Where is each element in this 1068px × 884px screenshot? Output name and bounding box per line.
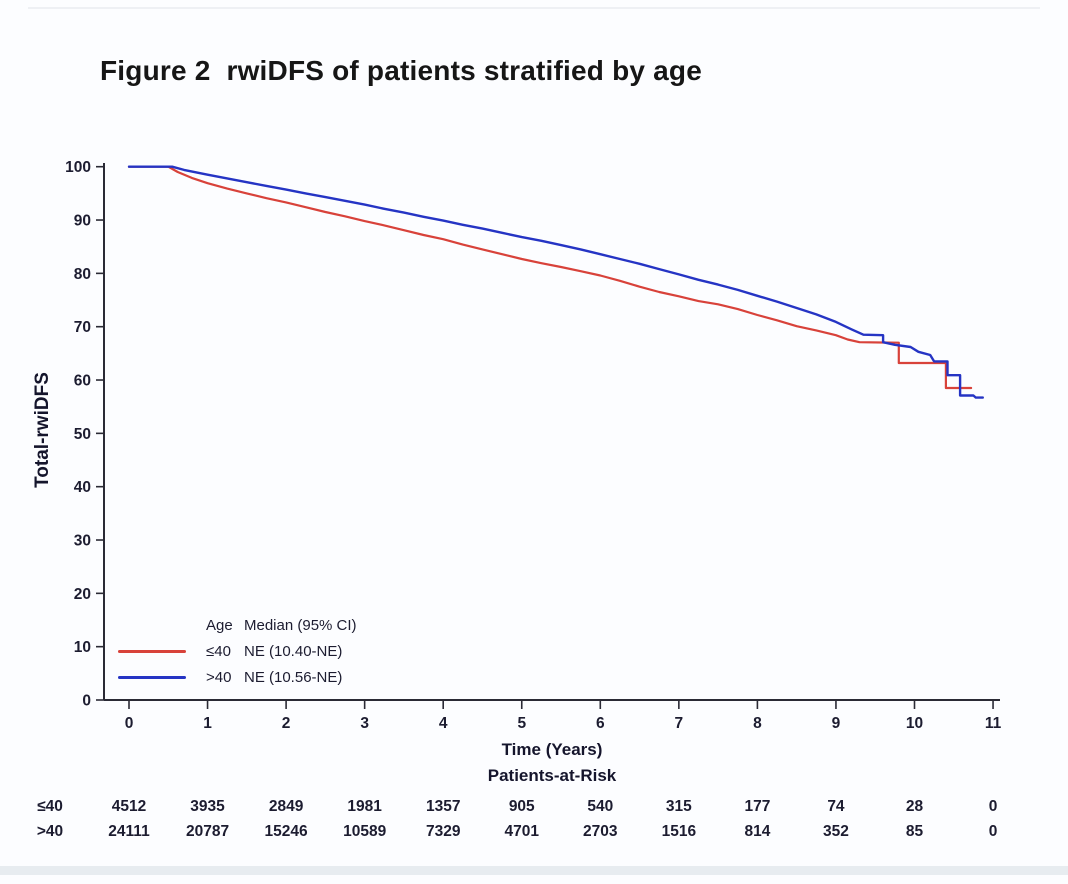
x-tick-label: 3 (360, 715, 369, 732)
risk-count: 352 (823, 823, 849, 840)
risk-count: 15246 (265, 823, 308, 840)
x-tick-label: 4 (439, 715, 448, 732)
risk-count: 28 (906, 798, 924, 815)
y-tick-label: 60 (74, 373, 91, 390)
legend-entry-gt40: >40 NE (10.56-NE) (118, 664, 357, 690)
x-tick-label: 11 (985, 715, 1002, 732)
x-tick-label: 9 (832, 715, 841, 732)
risk-count: 814 (744, 823, 770, 840)
legend-median-value: NE (10.40-NE) (244, 642, 343, 660)
curve-gt40 (127, 165, 984, 399)
x-axis-label: Time (Years) (501, 740, 603, 759)
risk-count: 905 (509, 798, 535, 815)
top-divider (28, 7, 1040, 9)
legend-median-value: NE (10.56-NE) (244, 668, 343, 686)
risk-count: 2703 (583, 823, 618, 840)
x-tick-label: 1 (203, 715, 212, 732)
x-tick-label: 2 (282, 715, 291, 732)
x-tick-label: 5 (517, 715, 526, 732)
legend-label: ≤40 (206, 642, 231, 660)
risk-count: 4701 (505, 823, 540, 840)
risk-count: 3935 (190, 798, 225, 815)
risk-count: 177 (744, 798, 770, 815)
legend: Age Median (95% CI) ≤40 NE (10.40-NE) >4… (118, 612, 357, 690)
bottom-divider (0, 866, 1068, 875)
risk-count: 85 (906, 823, 924, 840)
x-tick-label: 7 (675, 715, 684, 732)
x-tick-label: 6 (596, 715, 605, 732)
legend-entry-le40: ≤40 NE (10.40-NE) (118, 638, 357, 664)
red-line-swatch (118, 649, 186, 653)
risk-count: 540 (587, 798, 613, 815)
y-tick-label: 10 (74, 639, 91, 656)
y-tick-label: 30 (74, 533, 91, 550)
x-tick-label: 10 (906, 715, 923, 732)
risk-row-label: ≤40 (37, 798, 63, 815)
y-tick-label: 90 (74, 213, 91, 230)
risk-count: 0 (989, 823, 998, 840)
y-tick-label: 0 (82, 693, 91, 710)
risk-count: 74 (827, 798, 845, 815)
legend-header-age: Age (206, 616, 233, 634)
legend-swatch-spacer (118, 624, 186, 627)
risk-count: 0 (989, 798, 998, 815)
risk-count: 4512 (112, 798, 146, 815)
risk-count: 315 (666, 798, 692, 815)
y-tick-label: 100 (65, 159, 91, 176)
legend-label: >40 (206, 668, 232, 686)
risk-row-label: >40 (37, 823, 63, 840)
risk-count: 7329 (426, 823, 461, 840)
y-tick-label: 20 (74, 586, 91, 603)
legend-header-median: Median (95% CI) (244, 616, 357, 634)
patients-at-risk-title: Patients-at-Risk (487, 766, 617, 785)
curve-le40 (127, 165, 973, 390)
legend-header: Age Median (95% CI) (118, 612, 357, 638)
risk-count: 1516 (662, 823, 697, 840)
risk-count: 24111 (108, 823, 150, 840)
x-tick-label: 8 (753, 715, 762, 732)
y-tick-label: 50 (74, 426, 91, 443)
risk-count: 1981 (347, 798, 382, 815)
blue-line-swatch (118, 675, 186, 679)
y-tick-label: 70 (74, 319, 91, 336)
y-tick-label: 80 (74, 266, 91, 283)
risk-count: 2849 (269, 798, 304, 815)
risk-count: 10589 (343, 823, 386, 840)
x-tick-label: 0 (125, 715, 134, 732)
risk-count: 20787 (186, 823, 229, 840)
y-tick-label: 40 (74, 479, 91, 496)
risk-count: 1357 (426, 798, 460, 815)
chart-title: Figure 2 rwiDFS of patients stratified b… (100, 55, 702, 86)
